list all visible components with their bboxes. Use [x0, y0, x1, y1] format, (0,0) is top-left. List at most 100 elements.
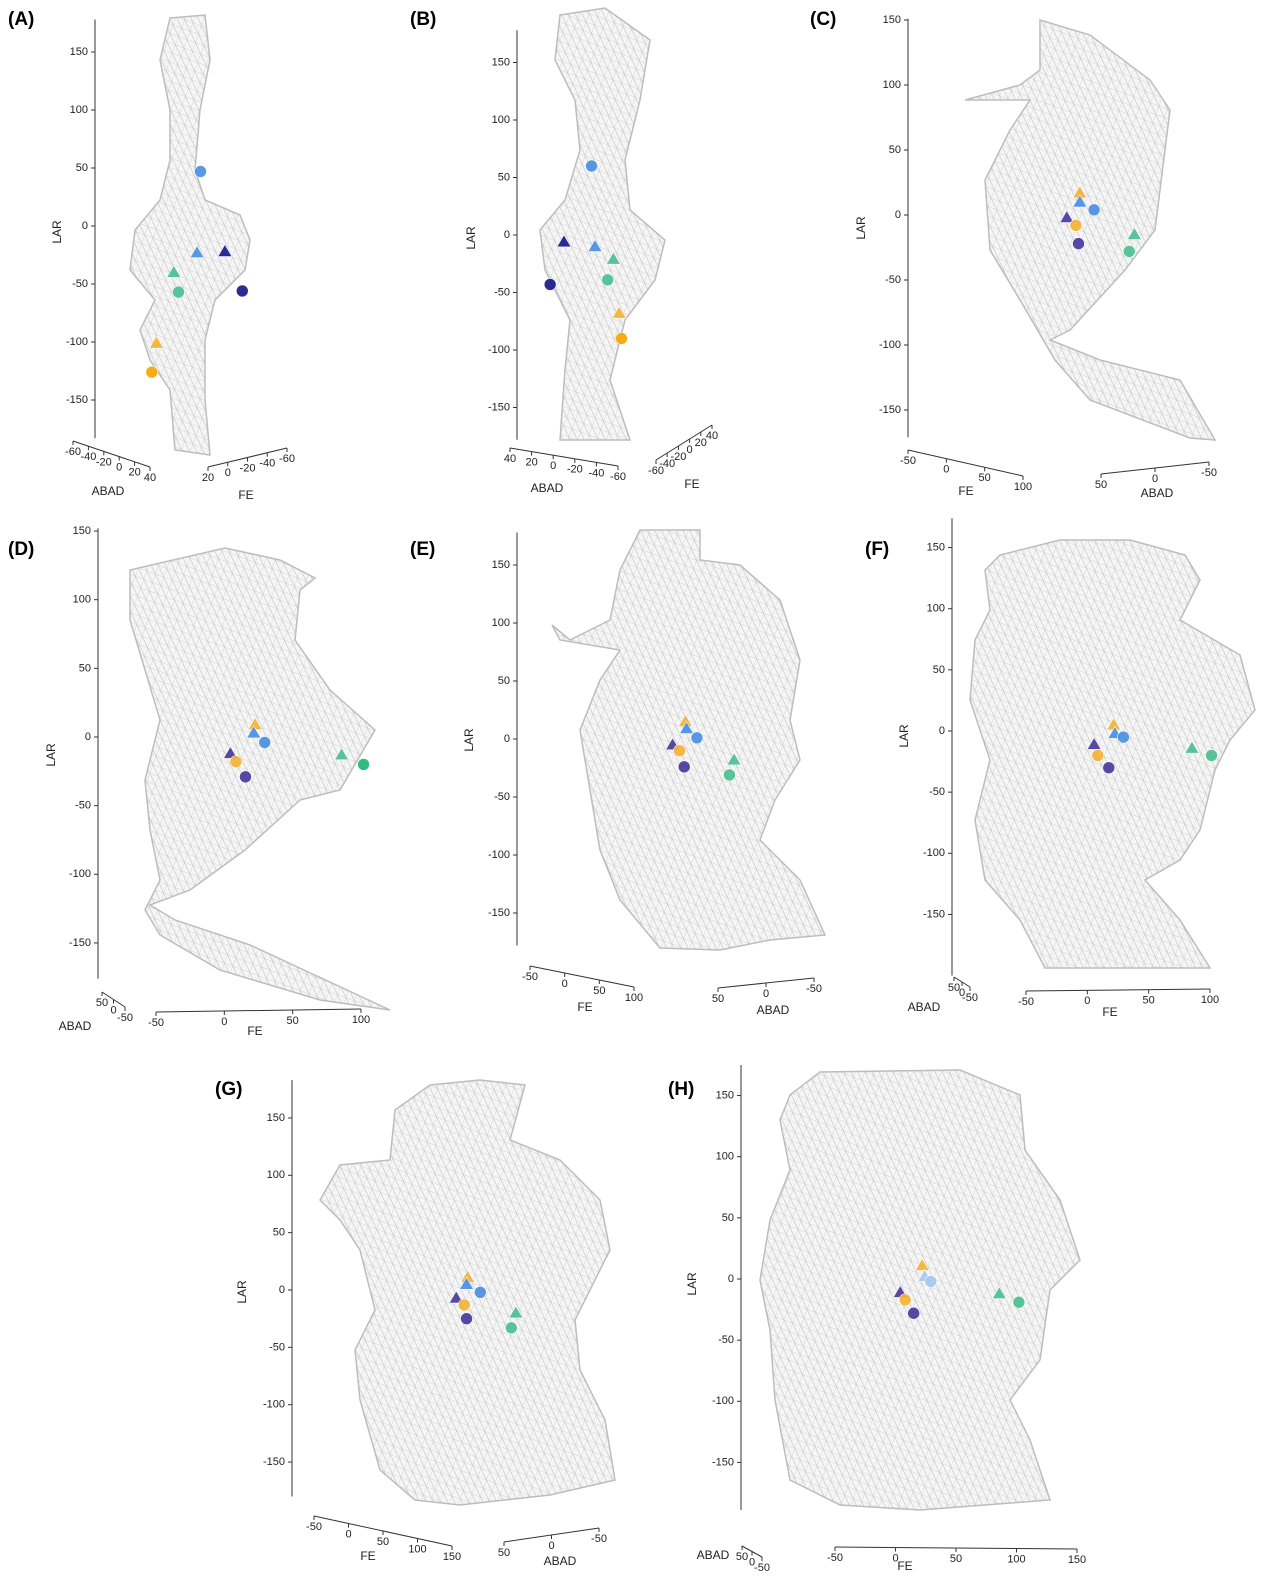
z-axis-label: ABAD: [908, 1000, 941, 1014]
y-tick-label: -100: [66, 336, 88, 348]
z-axis-label: ABAD: [757, 1003, 790, 1017]
marker-circle: [899, 1294, 911, 1306]
y-tick-label: -50: [72, 278, 88, 290]
y-tick-label: -50: [929, 786, 945, 798]
abad-tick-label: -40: [588, 467, 604, 479]
marker-circle: [1123, 245, 1135, 257]
y-tick-label: 100: [73, 594, 91, 606]
y-tick-label: 100: [267, 1169, 285, 1181]
fe-axis: [530, 966, 634, 987]
fe-tick-label: -50: [522, 971, 538, 983]
marker-circle: [586, 160, 598, 172]
y-tick-label: 100: [927, 603, 945, 615]
x-axis-label: FE: [684, 477, 699, 491]
y-tick-label: 150: [492, 559, 510, 571]
fe-tick-label: 50: [979, 472, 991, 484]
fe-tick-label: 150: [443, 1551, 461, 1563]
mesh-surface: [760, 1070, 1080, 1510]
marker-circle: [925, 1275, 937, 1287]
y-tick-label: 100: [883, 79, 901, 91]
x-axis-label: FE: [577, 1000, 592, 1014]
x-axis-label: FE: [1102, 1005, 1117, 1019]
marker-circle: [1073, 238, 1085, 250]
mesh-surface: [320, 1080, 615, 1505]
abad-tick-label: 0: [1152, 473, 1158, 485]
y-tick-label: 150: [716, 1089, 734, 1101]
fe-tick-label: 20: [202, 472, 214, 484]
fe-tick-label: -20: [670, 451, 686, 463]
y-tick-label: -50: [75, 800, 91, 812]
marker-circle: [1103, 762, 1115, 774]
fe-tick-label: 100: [1201, 994, 1219, 1006]
marker-circle: [239, 771, 251, 783]
marker-circle: [602, 274, 614, 286]
panel-title: (B): [410, 9, 436, 30]
abad-tick-label: 50: [712, 993, 724, 1005]
y-tick-label: -150: [923, 908, 945, 920]
marker-circle: [236, 285, 248, 297]
abad-tick-label: -50: [117, 1012, 133, 1024]
y-tick-label: -100: [263, 1399, 285, 1411]
x-axis-label: FE: [958, 484, 973, 498]
y-tick-label: 50: [722, 1212, 734, 1224]
fe-tick-label: -40: [259, 458, 275, 470]
fe-tick-label: 0: [943, 464, 949, 476]
fe-tick-label: 0: [562, 978, 568, 990]
fe-tick-label: 50: [593, 985, 605, 997]
y-tick-label: -50: [269, 1341, 285, 1353]
y-tick-label: 150: [927, 541, 945, 553]
y-tick-label: -150: [712, 1456, 734, 1468]
panel-title: (H): [668, 1079, 694, 1100]
y-tick-label: 50: [79, 662, 91, 674]
fe-tick-label: 0: [221, 1016, 227, 1028]
fe-tick-label: -50: [148, 1017, 164, 1029]
marker-circle: [723, 769, 735, 781]
marker-circle: [674, 745, 686, 757]
y-tick-label: -150: [66, 394, 88, 406]
abad-tick-label: 50: [498, 1547, 510, 1559]
marker-circle: [474, 1286, 486, 1298]
y-tick-label: 50: [889, 144, 901, 156]
y-axis-label: LAR: [462, 728, 476, 752]
y-tick-label: 50: [273, 1227, 285, 1239]
y-tick-label: 0: [82, 220, 88, 232]
y-axis-label: LAR: [44, 743, 58, 767]
y-tick-label: 100: [70, 104, 88, 116]
marker-circle: [1088, 204, 1100, 216]
abad-tick-label: 0: [116, 462, 122, 474]
fe-tick-label: 50: [1143, 995, 1155, 1007]
y-tick-label: 0: [895, 209, 901, 221]
y-tick-label: 150: [73, 525, 91, 537]
fe-tick-label: 100: [1014, 481, 1032, 493]
abad-tick-label: 0: [548, 1540, 554, 1552]
abad-tick-label: 40: [144, 472, 156, 484]
panel-title: (E): [410, 539, 435, 560]
y-tick-label: 50: [498, 675, 510, 687]
y-tick-label: -50: [718, 1334, 734, 1346]
y-axis-label: LAR: [235, 1280, 249, 1304]
fe-tick-label: 150: [1068, 1554, 1086, 1566]
panel-title: (D): [8, 539, 34, 560]
abad-tick-label: 0: [110, 1004, 116, 1016]
y-tick-label: 50: [498, 171, 510, 183]
marker-circle: [1070, 219, 1082, 231]
panel-title: (A): [8, 9, 34, 30]
fe-tick-label: 100: [1007, 1553, 1025, 1565]
marker-circle: [195, 165, 207, 177]
y-tick-label: -150: [488, 907, 510, 919]
y-tick-label: -50: [885, 274, 901, 286]
fe-axis: [908, 450, 1023, 476]
y-axis-label: LAR: [897, 724, 911, 748]
fe-tick-label: -50: [827, 1552, 843, 1564]
y-tick-label: 150: [70, 46, 88, 58]
fe-axis: [156, 1009, 361, 1012]
marker-circle: [259, 736, 271, 748]
marker-circle: [1013, 1296, 1025, 1308]
mesh-surface: [130, 15, 250, 455]
fe-tick-label: -60: [279, 453, 295, 465]
mesh-surface: [552, 530, 825, 950]
abad-tick-label: 50: [1095, 479, 1107, 491]
y-tick-label: 50: [76, 162, 88, 174]
marker-circle: [678, 761, 690, 773]
fe-tick-label: -50: [1018, 996, 1034, 1008]
